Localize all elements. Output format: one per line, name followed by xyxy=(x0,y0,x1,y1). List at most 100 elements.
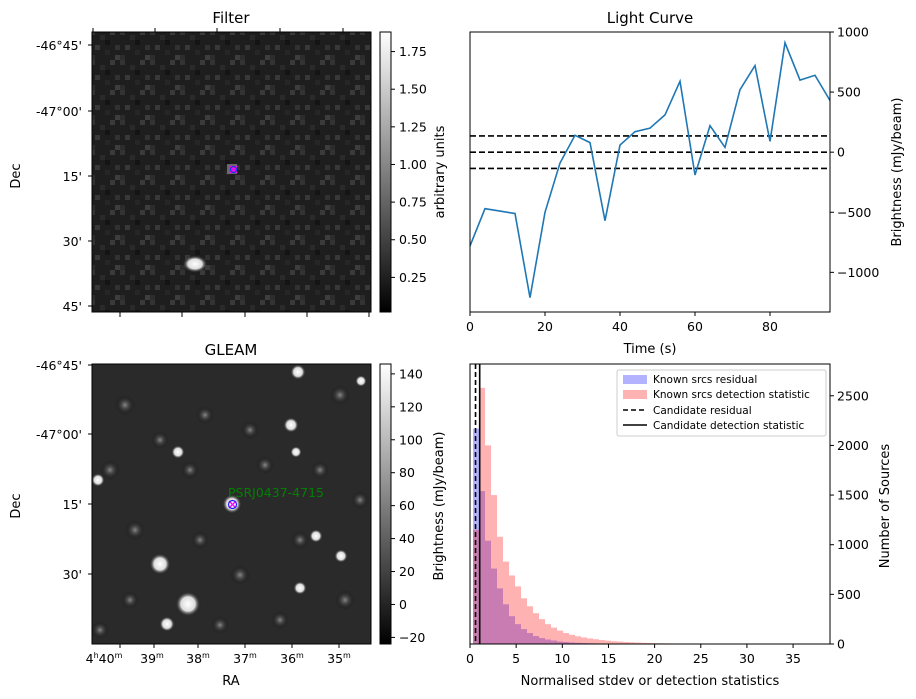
histogram-bar xyxy=(617,641,623,644)
x-tick-label: 40 xyxy=(612,319,628,334)
gleam-xlabel: RA xyxy=(222,674,240,689)
histogram-bar xyxy=(539,619,545,644)
filter-dec-tick-label: 45' xyxy=(63,299,82,314)
histogram-bar xyxy=(545,639,551,644)
histogram-bar xyxy=(545,624,551,644)
colorbar-tick-label: 80 xyxy=(399,465,415,480)
light-curve-xlabel: Time (s) xyxy=(623,342,677,357)
filter-colorbar-label: arbitrary units xyxy=(433,125,448,218)
filter-dec-ticks: -46°45' -47°00' 15' 30' 45' xyxy=(36,38,92,314)
histogram-bar xyxy=(611,641,617,644)
legend-label: Known srcs detection statistic xyxy=(653,389,810,401)
y-tick-label: 0 xyxy=(837,145,845,160)
gleam-source-label: PSRJ0437-4715 xyxy=(228,485,324,500)
histogram-bar xyxy=(491,568,497,644)
histogram-bar xyxy=(539,638,545,644)
gleam-faint-sources xyxy=(91,385,369,639)
histogram-bar xyxy=(509,575,515,644)
histogram-bar xyxy=(599,640,605,644)
histogram-xlabel: Normalised stdev or detection statistics xyxy=(521,674,780,689)
filter-ylabel: Dec xyxy=(9,163,24,188)
x-tick-label: 0 xyxy=(466,319,474,334)
filter-top-ticks xyxy=(92,28,370,317)
legend-swatch-detection xyxy=(623,390,647,399)
filter-dec-tick-label: 15' xyxy=(63,169,82,184)
histogram-bar xyxy=(521,629,527,644)
colorbar-tick-label: 100 xyxy=(399,432,423,447)
filter-panel: Filter -46°45' -47°00' 15' 30' 45' xyxy=(9,9,448,317)
gleam-colorbar-label: Brightness (mJy/beam) xyxy=(432,432,447,581)
light-curve-title: Light Curve xyxy=(607,9,693,27)
gleam-ra-tick-label: 37m xyxy=(233,651,257,666)
colorbar-tick-label: 1.75 xyxy=(399,44,427,59)
y-tick-label: 500 xyxy=(837,85,861,100)
histogram-frame xyxy=(469,363,831,645)
gleam-colorbar xyxy=(379,363,392,645)
histogram-bar xyxy=(479,491,485,644)
x-tick-label: 10 xyxy=(554,651,570,666)
gleam-dec-tick-label: 30' xyxy=(63,567,82,582)
x-tick-label: 20 xyxy=(537,319,553,334)
histogram-bar xyxy=(503,604,509,644)
legend-label: Candidate detection statistic xyxy=(653,420,805,432)
filter-bright-source xyxy=(182,255,208,273)
filter-frame xyxy=(91,31,372,313)
histogram-bar xyxy=(581,637,587,644)
histogram-bar xyxy=(629,642,635,644)
y-tick-label: −500 xyxy=(837,205,871,220)
gleam-dec-ticks: -46°45' -47°00' 15' 30' xyxy=(36,358,92,582)
colorbar-tick-label: 0.25 xyxy=(399,270,427,285)
x-tick-label: 15 xyxy=(601,651,617,666)
light-curve-series xyxy=(469,39,831,298)
filter-colorbar xyxy=(379,31,392,313)
legend-label: Known srcs residual xyxy=(653,374,757,386)
histogram-bar xyxy=(521,598,527,644)
colorbar-tick-label: −20 xyxy=(399,630,425,645)
x-tick-label: 60 xyxy=(687,319,703,334)
histogram-bar xyxy=(533,613,539,644)
y-tick-label: −1000 xyxy=(837,265,879,280)
colorbar-tick-label: 60 xyxy=(399,498,415,513)
filter-candidate-marker xyxy=(229,165,238,174)
histogram-bar xyxy=(569,642,575,644)
x-tick-label: 35 xyxy=(785,651,801,666)
filter-dec-tick-label: 30' xyxy=(63,234,82,249)
x-tick-label: 5 xyxy=(512,651,520,666)
y-tick-label: 500 xyxy=(837,587,861,602)
gleam-ra-tick-label: 39m xyxy=(140,651,164,666)
gleam-ra-tick-label: 38m xyxy=(186,651,210,666)
colorbar-tick-label: 20 xyxy=(399,564,415,579)
legend-swatch-residual xyxy=(623,375,647,384)
colorbar-tick-label: 0.75 xyxy=(399,195,427,210)
histogram-bar xyxy=(515,586,521,644)
light-curve-panel: Light Curve 0 20 40 60 80 −1000 −500 0 500 1000 T… xyxy=(466,9,905,357)
gleam-ra-tick-label: 4h40m xyxy=(86,651,123,666)
histogram-bar xyxy=(515,624,521,644)
histogram-bar xyxy=(563,633,569,644)
histogram-bar xyxy=(575,642,581,644)
histogram-bar xyxy=(551,627,557,644)
y-tick-label: 0 xyxy=(837,637,845,652)
histogram-bar xyxy=(563,642,569,644)
x-tick-label: 30 xyxy=(739,651,755,666)
x-tick-label: 80 xyxy=(762,319,778,334)
histogram-bar xyxy=(557,641,563,644)
histogram-bar xyxy=(479,387,485,644)
histogram-bar xyxy=(527,633,533,644)
colorbar-tick-label: 1.00 xyxy=(399,157,427,172)
histogram-bar xyxy=(641,642,647,644)
gleam-colorbar-ticks: −20 0 20 40 60 80 100 120 140 xyxy=(391,366,425,645)
histogram-bar xyxy=(623,642,629,644)
histogram-bar xyxy=(569,634,575,644)
histogram-bar xyxy=(503,561,509,644)
histogram-bar xyxy=(491,495,497,644)
colorbar-tick-label: 1.50 xyxy=(399,82,427,97)
histogram-bar xyxy=(509,616,515,644)
gleam-candidate-marker xyxy=(227,499,238,510)
colorbar-tick-label: 1.25 xyxy=(399,119,427,134)
histogram-bar xyxy=(533,636,539,644)
histogram-bar xyxy=(593,639,599,644)
light-curve-ylabel: Brightness (mJy/beam) xyxy=(890,98,905,247)
histogram-bar xyxy=(551,640,557,644)
histogram-bar xyxy=(587,638,593,644)
